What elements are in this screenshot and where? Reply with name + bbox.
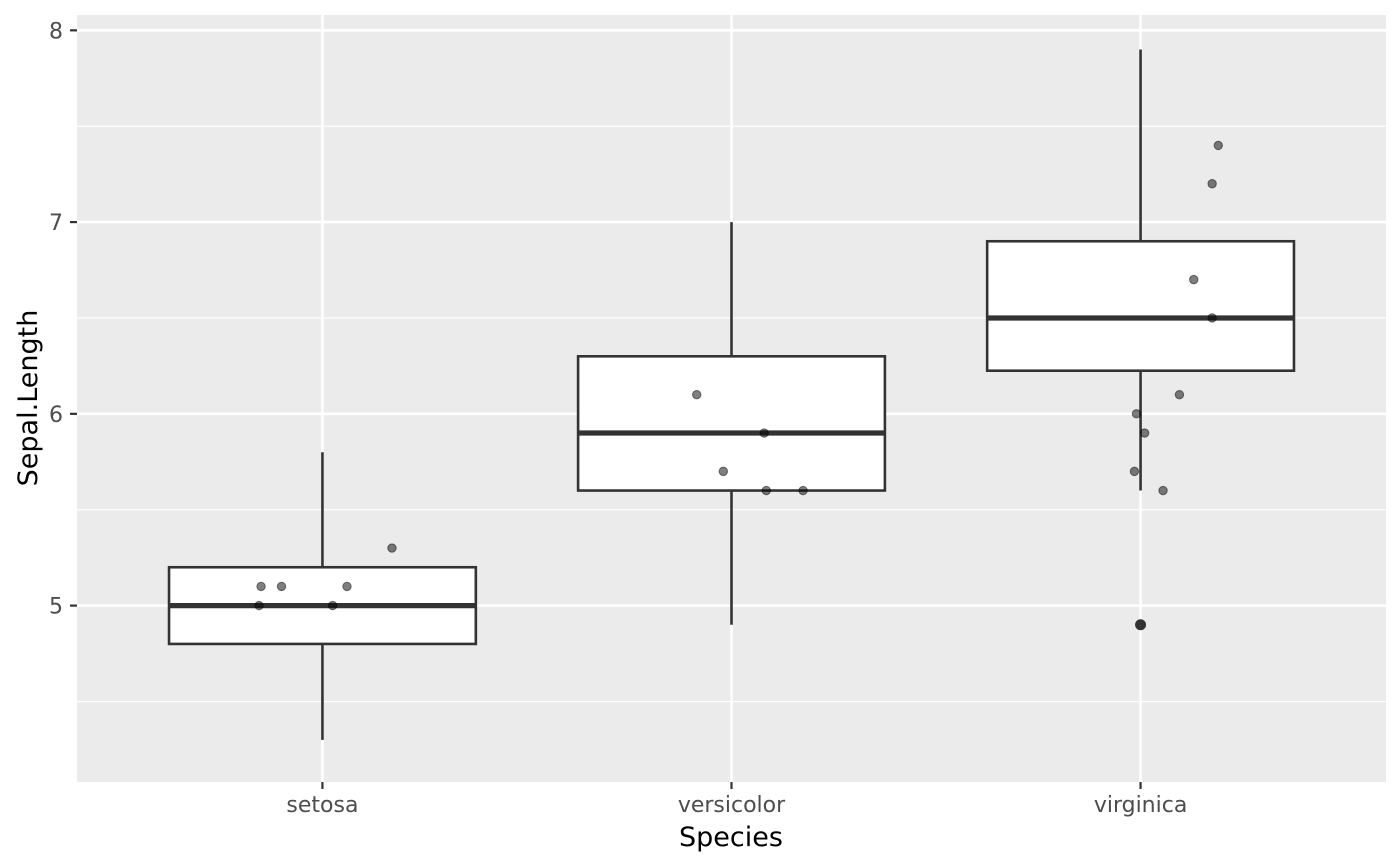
data-point: [1189, 274, 1199, 285]
data-point: [798, 485, 808, 496]
data-point: [1213, 140, 1223, 151]
x-tick-label-versicolor: versicolor: [678, 793, 786, 818]
data-point: [327, 600, 338, 611]
data-point: [1207, 313, 1217, 323]
data-point: [1129, 466, 1140, 477]
data-point: [1139, 428, 1150, 438]
data-point: [718, 466, 729, 477]
data-point: [387, 543, 397, 553]
x-axis-title: Species: [679, 822, 783, 853]
data-point: [1174, 389, 1185, 400]
box-versicolor: [576, 355, 887, 492]
data-point: [692, 389, 702, 400]
data-point: [254, 600, 264, 611]
outlier-point: [1135, 619, 1147, 631]
box-virginica: [985, 239, 1296, 372]
y-tick-label: 7: [49, 211, 63, 236]
data-point: [1158, 485, 1168, 496]
data-point: [761, 485, 771, 496]
y-axis-title: Sepal.Length: [13, 310, 44, 487]
data-point: [256, 581, 266, 592]
x-tick-label-setosa: setosa: [286, 793, 358, 818]
y-tick-label: 5: [49, 595, 63, 620]
data-point: [759, 428, 769, 438]
jitter-points: [254, 140, 1223, 611]
data-point: [1131, 409, 1142, 419]
axis-ticks: 5 6 7 8 setosa versicolor virginica: [49, 19, 1187, 818]
data-point: [1207, 179, 1217, 189]
y-tick-label: 8: [49, 19, 63, 44]
data-point: [342, 581, 352, 592]
boxes: [167, 49, 1296, 740]
data-point: [276, 581, 287, 592]
x-tick-label-virginica: virginica: [1094, 793, 1188, 818]
y-tick-label: 6: [49, 403, 63, 428]
